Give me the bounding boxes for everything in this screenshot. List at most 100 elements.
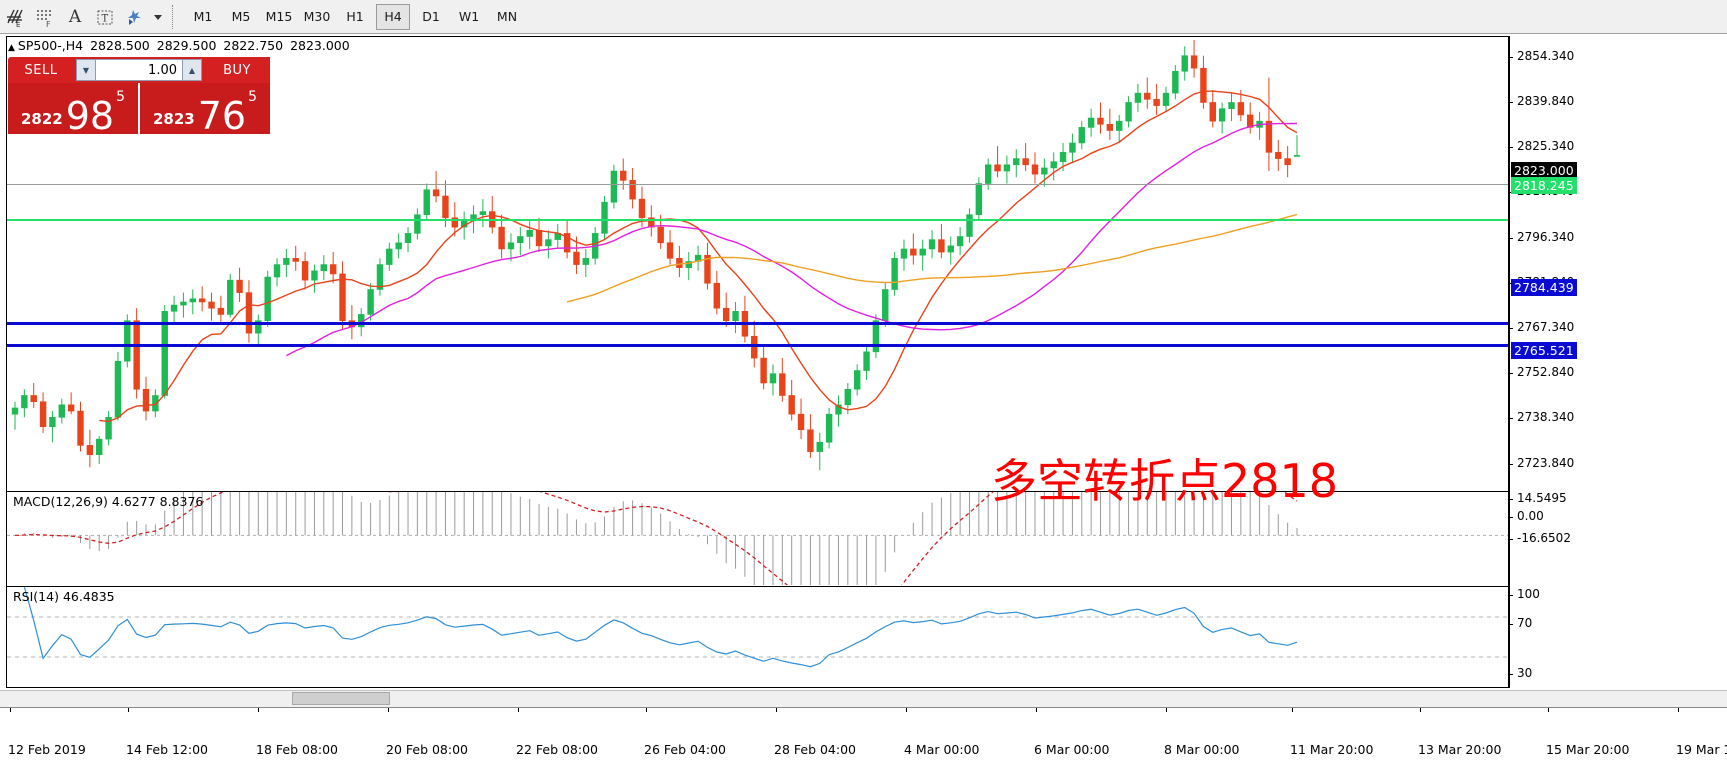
macd-tick-label: 14.5495 [1517,491,1567,505]
price-tick [1509,56,1513,58]
time-tick [388,708,389,712]
price-tick [1509,147,1513,149]
rsi-legend: RSI(14) 46.4835 [13,589,115,604]
support-line-green[interactable] [7,219,1508,221]
level-line-blue-1[interactable] [7,322,1508,325]
dropdown-arrow-icon[interactable] [150,2,166,32]
time-tick-label: 15 Mar 20:00 [1546,742,1630,757]
trade-panel-prices: 2822 98 5 2823 76 5 [8,83,270,138]
macd-tick-label: -16.6502 [1517,531,1571,545]
time-tick-label: 26 Feb 04:00 [644,742,727,757]
grid-f-icon[interactable]: F [30,2,60,32]
text-a-icon[interactable]: A [68,6,82,27]
green-line-tag[interactable]: 2818.245 [1511,177,1577,194]
time-tick [776,708,777,712]
time-tick-label: 14 Feb 12:00 [126,742,209,757]
macd-pane[interactable]: MACD(12,26,9) 4.6277 8.8376 [7,491,1508,586]
svg-text:E: E [16,21,20,28]
price-tick [1509,237,1513,239]
text-box-icon[interactable]: T [90,2,120,32]
price-tick [1509,418,1513,420]
sell-button[interactable]: SELL [8,57,74,83]
rsi-tick-label: 30 [1517,666,1533,680]
macd-legend: MACD(12,26,9) 4.6277 8.8376 [13,494,204,509]
level-line-blue-2[interactable] [7,344,1508,347]
trade-panel-top-row: SELL ▼ 1.00 ▲ BUY [8,57,270,83]
indicators-icon[interactable]: E [0,2,30,32]
time-axis[interactable] [0,707,1727,738]
buy-price-sup: 5 [248,89,258,105]
blue-line-tag-1[interactable]: 2784.439 [1511,279,1577,296]
volume-input[interactable]: 1.00 [96,59,182,81]
one-click-trading-panel[interactable]: SELL ▼ 1.00 ▲ BUY 2822 98 5 2823 76 5 [8,57,270,138]
price-tick-label: 2767.340 [1517,319,1575,334]
collapse-triangle-icon[interactable]: ▲ [8,43,15,53]
price-tick [1509,463,1513,465]
time-tick-label: 19 Mar 16:00 [1676,742,1727,757]
time-tick [128,708,129,712]
macd-plot [7,492,1508,585]
macd-tick [1509,539,1513,540]
symbol-name: SP500-,H4 [17,38,84,53]
timeframe-m5[interactable]: M5 [231,9,251,24]
volume-increase-icon[interactable]: ▲ [182,59,202,81]
time-tick [646,708,647,712]
timeframe-w1[interactable]: W1 [458,9,480,24]
timeframe-d1[interactable]: D1 [422,9,440,24]
time-tick-label: 18 Feb 08:00 [256,742,339,757]
buy-price-prefix: 2823 [152,110,195,128]
macd-tick [1509,499,1513,500]
price-tick-label: 2839.840 [1517,93,1575,108]
blue-line-tag-2[interactable]: 2765.521 [1511,342,1577,359]
scrollbar-thumb[interactable] [292,692,390,705]
sell-price-prefix: 2822 [20,110,63,128]
symbol-open: 2828.500 [90,38,150,53]
time-tick [1678,708,1679,712]
time-tick-label: 8 Mar 00:00 [1164,742,1240,757]
price-tick [1509,373,1513,375]
rsi-plot [7,587,1508,668]
time-tick [518,708,519,712]
timeframe-h4[interactable]: H4 [376,3,410,30]
price-tick [1509,101,1513,103]
buy-button[interactable]: BUY [204,57,270,83]
time-tick-label: 22 Feb 08:00 [516,742,599,757]
timeframe-m1[interactable]: M1 [193,9,213,24]
price-tick-label: 2854.340 [1517,48,1575,63]
right-price-axis[interactable]: 2854.3402839.8402825.3402810.8402796.340… [1509,36,1727,710]
timeframe-m15[interactable]: M15 [265,9,293,24]
price-pane[interactable] [7,37,1508,489]
svg-text:T: T [102,13,109,24]
time-tick [906,708,907,712]
timeframe-h1[interactable]: H1 [346,9,364,24]
time-tick [258,708,259,712]
symbol-close: 2823.000 [290,38,350,53]
time-tick [1548,708,1549,712]
price-tick-label: 2752.840 [1517,365,1575,380]
time-tick-label: 20 Feb 08:00 [386,742,469,757]
rsi-tick [1509,595,1513,596]
rsi-tick-label: 100 [1517,587,1540,601]
macd-tick [1509,517,1513,518]
price-tick [1509,327,1513,329]
rsi-pane[interactable]: RSI(14) 46.4835 [7,586,1508,688]
main-toolbar: E F A T M1 M5 M15 M [0,0,1727,34]
objects-icon[interactable] [120,2,150,32]
chart-frame[interactable]: 多空转折点2818 MACD(12,26,9) 4.6277 8.8376 RS… [6,36,1509,688]
sell-price[interactable]: 2822 98 5 [8,83,140,138]
price-tick-label: 2723.840 [1517,455,1575,470]
buy-price[interactable]: 2823 76 5 [140,83,270,135]
volume-decrease-icon[interactable]: ▼ [76,59,96,81]
current-price-tag: 2823.000 [1511,162,1577,179]
timeframe-mn[interactable]: MN [496,9,518,24]
time-tick-label: 11 Mar 20:00 [1290,742,1374,757]
time-tick-label: 13 Mar 20:00 [1418,742,1502,757]
symbol-low: 2822.750 [223,38,284,53]
timeframe-m30[interactable]: M30 [303,9,331,24]
horizontal-scrollbar[interactable] [0,690,1727,707]
price-candles [11,40,1301,471]
sell-price-main: 98 [65,93,115,138]
volume-control[interactable]: ▼ 1.00 ▲ [74,57,204,83]
time-tick [1036,708,1037,712]
time-tick-label: 6 Mar 00:00 [1034,742,1110,757]
